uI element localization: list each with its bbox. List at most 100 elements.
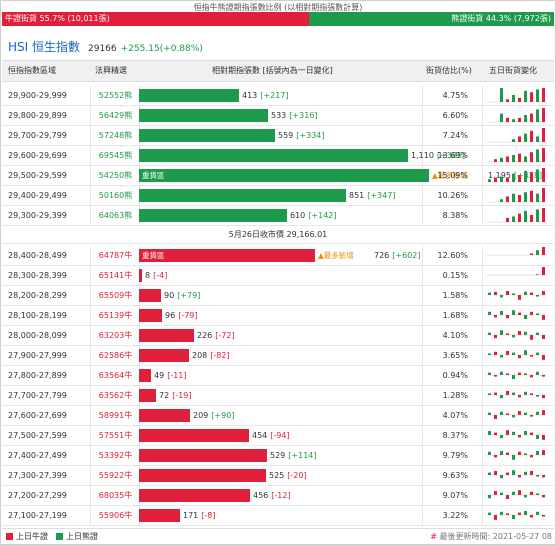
sparkline-bar bbox=[500, 435, 503, 439]
table-row[interactable]: 29,900-29,999 52552熊 413 [+217] 4.75% bbox=[2, 86, 554, 106]
product-code-link[interactable]: 63564牛 bbox=[98, 371, 133, 380]
column-divider bbox=[90, 146, 91, 165]
column-divider bbox=[482, 186, 483, 205]
contracts-number: 226 bbox=[197, 331, 213, 340]
index-name[interactable]: HSI 恒生指數 bbox=[8, 40, 80, 54]
sparkline-bar bbox=[542, 267, 545, 275]
product-code-link[interactable]: 64787牛 bbox=[98, 251, 133, 260]
product-code-link[interactable]: 55906牛 bbox=[98, 511, 133, 520]
product-code-link[interactable]: 58991牛 bbox=[98, 411, 133, 420]
product-code-link[interactable]: 63562牛 bbox=[98, 391, 133, 400]
contracts-bar bbox=[139, 509, 180, 522]
product-code-link[interactable]: 52552熊 bbox=[98, 91, 133, 100]
column-divider bbox=[422, 106, 423, 125]
sparkline-bar bbox=[536, 332, 539, 335]
table-row[interactable]: 27,100-27,199 55906牛 171 [-8] 3.22% bbox=[2, 506, 554, 526]
table-row[interactable]: 27,600-27,699 58991牛 209 [+90] 4.07% bbox=[2, 406, 554, 426]
contracts-number: 171 bbox=[183, 511, 199, 520]
table-row[interactable]: 27,800-27,899 63564牛 49 [-11] 0.94% bbox=[2, 366, 554, 386]
product-code-link[interactable]: 63203牛 bbox=[98, 331, 133, 340]
sparkline-bar bbox=[524, 453, 527, 455]
table-row[interactable]: 27,900-27,999 62586牛 208 [-82] 3.65% bbox=[2, 346, 554, 366]
sparkline-bar bbox=[542, 148, 545, 162]
sparkline-bar bbox=[536, 511, 539, 515]
sparkline-bar bbox=[518, 175, 521, 182]
column-divider bbox=[90, 186, 91, 205]
column-divider bbox=[482, 306, 483, 325]
contracts-value: 209 [+90] bbox=[193, 406, 234, 425]
range-cell: 28,000-28,099 bbox=[8, 331, 67, 340]
table-row[interactable]: 27,200-27,299 68035牛 456 [-12] 9.07% bbox=[2, 486, 554, 506]
table-row[interactable]: 29,800-29,899 56429熊 533 [+316] 6.60% bbox=[2, 106, 554, 126]
contracts-delta: [+316] bbox=[289, 111, 318, 120]
five-day-sparkline bbox=[486, 371, 546, 379]
table-row[interactable]: 28,300-28,399 65141牛 8 [-4] 0.15% bbox=[2, 266, 554, 286]
bear-legend-swatch bbox=[56, 533, 63, 540]
sparkline-bar bbox=[524, 391, 527, 395]
contracts-number: 726 bbox=[374, 251, 390, 260]
table-row[interactable]: 29,700-29,799 57248熊 559 [+334] 7.24% bbox=[2, 126, 554, 146]
sparkline-bar bbox=[488, 311, 491, 315]
table-row[interactable]: 29,400-29,499 50160熊 851 [+347] 10.26% bbox=[2, 186, 554, 206]
column-divider bbox=[90, 386, 91, 405]
table-row[interactable]: 29,500-29,599 54250熊 重貨區 ▲最多新增 1,195 [+428] 15… bbox=[2, 166, 554, 186]
column-divider bbox=[422, 466, 423, 485]
product-code-link[interactable]: 69545熊 bbox=[98, 151, 133, 160]
sparkline-bar bbox=[542, 335, 545, 339]
product-code-link[interactable]: 50160熊 bbox=[98, 191, 133, 200]
sparkline-bar bbox=[500, 113, 503, 122]
sparkline-bar bbox=[536, 395, 539, 397]
product-code-link[interactable]: 65141牛 bbox=[98, 271, 133, 280]
sparkline-bar bbox=[536, 435, 539, 439]
table-row[interactable]: 29,600-29,699 69545熊 1,110 [+385] 13.69% bbox=[2, 146, 554, 166]
sparkline-bar bbox=[494, 392, 497, 395]
heavy-zone-label: 重貨區 bbox=[142, 251, 165, 260]
product-code-link[interactable]: 56429熊 bbox=[98, 111, 133, 120]
product-code-link[interactable]: 55922牛 bbox=[98, 471, 133, 480]
sparkline-bar bbox=[512, 119, 515, 122]
contracts-number: 90 bbox=[164, 291, 175, 300]
contracts-bar bbox=[139, 389, 156, 402]
column-divider bbox=[90, 366, 91, 385]
product-code-link[interactable]: 65509牛 bbox=[98, 291, 133, 300]
sparkline-bar bbox=[512, 352, 515, 355]
table-row[interactable]: 29,300-29,399 64063熊 610 [+142] 8.38% bbox=[2, 206, 554, 226]
contracts-number: 413 bbox=[242, 91, 258, 100]
column-divider bbox=[90, 466, 91, 485]
table-row[interactable]: 28,200-28,299 65509牛 90 [+79] 1.58% bbox=[2, 286, 554, 306]
column-divider bbox=[422, 146, 423, 165]
product-code-link[interactable]: 57248熊 bbox=[98, 131, 133, 140]
table-row[interactable]: 27,500-27,599 57551牛 454 [-94] 8.37% bbox=[2, 426, 554, 446]
sparkline-bar bbox=[518, 451, 521, 455]
sparkline-bar bbox=[542, 515, 545, 517]
column-divider bbox=[422, 426, 423, 445]
range-cell: 27,200-27,299 bbox=[8, 491, 67, 500]
product-code-link[interactable]: 65139牛 bbox=[98, 311, 133, 320]
sparkline-bar bbox=[488, 353, 491, 355]
five-day-sparkline bbox=[486, 267, 546, 276]
product-code-link[interactable]: 54250熊 bbox=[98, 171, 133, 180]
updated-hash: # bbox=[430, 532, 437, 541]
contracts-value: 456 [-12] bbox=[253, 486, 291, 505]
table-row[interactable]: 27,700-27,799 63562牛 72 [-19] 1.28% bbox=[2, 386, 554, 406]
range-cell: 27,500-27,599 bbox=[8, 431, 67, 440]
ratio-pct-cell: 1.58% bbox=[442, 291, 468, 300]
table-row[interactable]: 28,000-28,099 63203牛 226 [-72] 4.10% bbox=[2, 326, 554, 346]
index-change: +255.15(+0.88%) bbox=[120, 44, 203, 54]
product-code-link[interactable]: 53392牛 bbox=[98, 451, 133, 460]
table-row[interactable]: 28,100-28,199 65139牛 96 [-79] 1.68% bbox=[2, 306, 554, 326]
column-divider bbox=[90, 106, 91, 125]
sparkline-bar bbox=[536, 352, 539, 355]
column-divider bbox=[482, 126, 483, 145]
sparkline-bar bbox=[542, 88, 545, 102]
ratio-pct-cell: 13.69% bbox=[437, 151, 468, 160]
product-code-link[interactable]: 62586牛 bbox=[98, 351, 133, 360]
product-code-link[interactable]: 68035牛 bbox=[98, 491, 133, 500]
product-code-link[interactable]: 64063熊 bbox=[98, 211, 133, 220]
table-row[interactable]: 27,400-27,499 53392牛 529 [+114] 9.79% bbox=[2, 446, 554, 466]
ratio-pct-cell: 1.28% bbox=[442, 391, 468, 400]
product-code-link[interactable]: 57551牛 bbox=[98, 431, 133, 440]
table-row[interactable]: 28,400-28,499 64787牛 重貨區 ▲最多新增 726 [+602] 12.6… bbox=[2, 246, 554, 266]
sparkline-bar bbox=[536, 493, 539, 495]
table-row[interactable]: 27,300-27,399 55922牛 525 [-20] 9.63% bbox=[2, 466, 554, 486]
